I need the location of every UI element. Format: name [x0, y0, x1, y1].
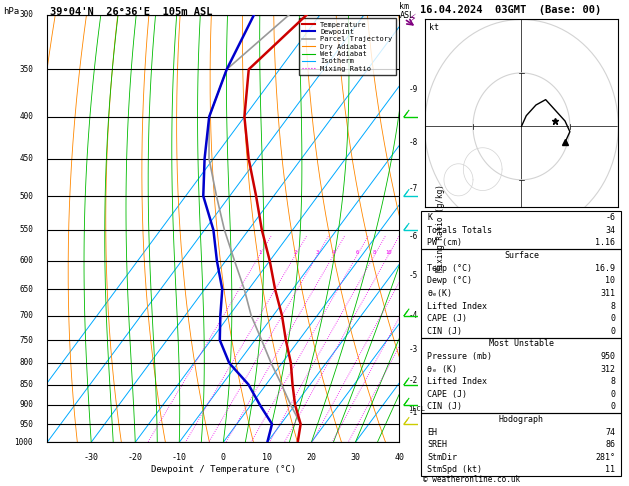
Text: 281°: 281°: [596, 453, 615, 462]
Text: StmSpd (kt): StmSpd (kt): [428, 466, 482, 474]
Text: 300: 300: [19, 10, 33, 19]
Text: Hodograph: Hodograph: [499, 415, 544, 424]
Text: 800: 800: [19, 359, 33, 367]
Text: SREH: SREH: [428, 440, 447, 449]
Text: 6: 6: [356, 250, 359, 255]
Text: 400: 400: [19, 112, 33, 122]
Text: 40: 40: [394, 453, 404, 462]
Text: 34: 34: [606, 226, 615, 235]
Text: 39°04'N  26°36'E  105m ASL: 39°04'N 26°36'E 105m ASL: [50, 7, 213, 17]
Text: Surface: Surface: [504, 251, 539, 260]
Text: 1.16: 1.16: [596, 239, 615, 247]
Text: 850: 850: [19, 380, 33, 389]
Text: ASL: ASL: [399, 11, 415, 20]
Text: CIN (J): CIN (J): [428, 327, 462, 336]
Text: 0: 0: [611, 402, 615, 412]
Text: -6: -6: [606, 213, 615, 222]
Text: 86: 86: [606, 440, 615, 449]
Text: hPa: hPa: [3, 7, 19, 17]
Text: -6: -6: [408, 232, 418, 241]
Text: 1LCL: 1LCL: [408, 406, 425, 412]
Text: -20: -20: [128, 453, 143, 462]
Text: 950: 950: [19, 419, 33, 429]
Text: 20: 20: [306, 453, 316, 462]
Text: 750: 750: [19, 335, 33, 345]
Text: 0: 0: [221, 453, 226, 462]
Text: StmDir: StmDir: [428, 453, 457, 462]
Text: ⚡: ⚡: [408, 15, 416, 25]
Bar: [421, 338, 621, 413]
Text: 2: 2: [294, 250, 297, 255]
Text: 15: 15: [411, 250, 418, 255]
Text: 8: 8: [611, 301, 615, 311]
Text: Dewpoint / Temperature (°C): Dewpoint / Temperature (°C): [151, 465, 296, 474]
Text: 0: 0: [611, 390, 615, 399]
Text: kt: kt: [430, 23, 440, 32]
Text: Most Unstable: Most Unstable: [489, 339, 554, 348]
Text: Lifted Index: Lifted Index: [428, 301, 487, 311]
Text: -1: -1: [408, 408, 418, 417]
Text: 311: 311: [601, 289, 615, 298]
Text: θₑ(K): θₑ(K): [428, 289, 452, 298]
Text: 10: 10: [386, 250, 392, 255]
Text: 550: 550: [19, 226, 33, 234]
Text: CAPE (J): CAPE (J): [428, 390, 467, 399]
Text: 900: 900: [19, 400, 33, 409]
Text: 350: 350: [19, 65, 33, 74]
Text: 11: 11: [606, 466, 615, 474]
Text: -10: -10: [172, 453, 187, 462]
Text: 10: 10: [606, 276, 615, 285]
Text: -3: -3: [408, 345, 418, 354]
Text: -30: -30: [84, 453, 99, 462]
Text: Lifted Index: Lifted Index: [428, 377, 487, 386]
Text: Mixing Ratio (g/kg): Mixing Ratio (g/kg): [436, 185, 445, 272]
Text: -5: -5: [408, 271, 418, 280]
Text: Dewp (°C): Dewp (°C): [428, 276, 472, 285]
Text: -7: -7: [408, 184, 418, 193]
Text: 600: 600: [19, 256, 33, 265]
Text: 1: 1: [259, 250, 262, 255]
Legend: Temperature, Dewpoint, Parcel Trajectory, Dry Adiabat, Wet Adiabat, Isotherm, Mi: Temperature, Dewpoint, Parcel Trajectory…: [299, 18, 396, 75]
Text: 500: 500: [19, 191, 33, 201]
Text: 312: 312: [601, 364, 615, 374]
Text: EH: EH: [428, 428, 437, 436]
Text: 0: 0: [611, 327, 615, 336]
Text: 74: 74: [606, 428, 615, 436]
Text: K: K: [428, 213, 432, 222]
Text: -2: -2: [408, 376, 418, 385]
Text: 8: 8: [373, 250, 376, 255]
Text: 950: 950: [601, 352, 615, 361]
Text: © weatheronline.co.uk: © weatheronline.co.uk: [423, 474, 520, 484]
Text: PW (cm): PW (cm): [428, 239, 462, 247]
Text: θₑ (K): θₑ (K): [428, 364, 457, 374]
Text: CAPE (J): CAPE (J): [428, 314, 467, 323]
Text: 16.9: 16.9: [596, 264, 615, 273]
Text: 3: 3: [316, 250, 319, 255]
Text: -9: -9: [408, 85, 418, 94]
Text: 700: 700: [19, 311, 33, 320]
Text: 450: 450: [19, 154, 33, 163]
Text: Pressure (mb): Pressure (mb): [428, 352, 493, 361]
Bar: [421, 249, 621, 338]
Text: 1000: 1000: [14, 438, 33, 447]
Text: -4: -4: [408, 311, 418, 320]
Text: 0: 0: [611, 314, 615, 323]
Text: 4: 4: [332, 250, 335, 255]
Text: 30: 30: [350, 453, 360, 462]
Text: Totals Totals: Totals Totals: [428, 226, 493, 235]
Text: 10: 10: [262, 453, 272, 462]
Text: km: km: [399, 2, 409, 12]
Text: 16.04.2024  03GMT  (Base: 00): 16.04.2024 03GMT (Base: 00): [420, 5, 601, 15]
Text: CIN (J): CIN (J): [428, 402, 462, 412]
Text: 8: 8: [611, 377, 615, 386]
Text: -8: -8: [408, 138, 418, 147]
Text: Temp (°C): Temp (°C): [428, 264, 472, 273]
Bar: [421, 211, 621, 249]
Bar: [421, 413, 621, 476]
Text: 650: 650: [19, 285, 33, 294]
